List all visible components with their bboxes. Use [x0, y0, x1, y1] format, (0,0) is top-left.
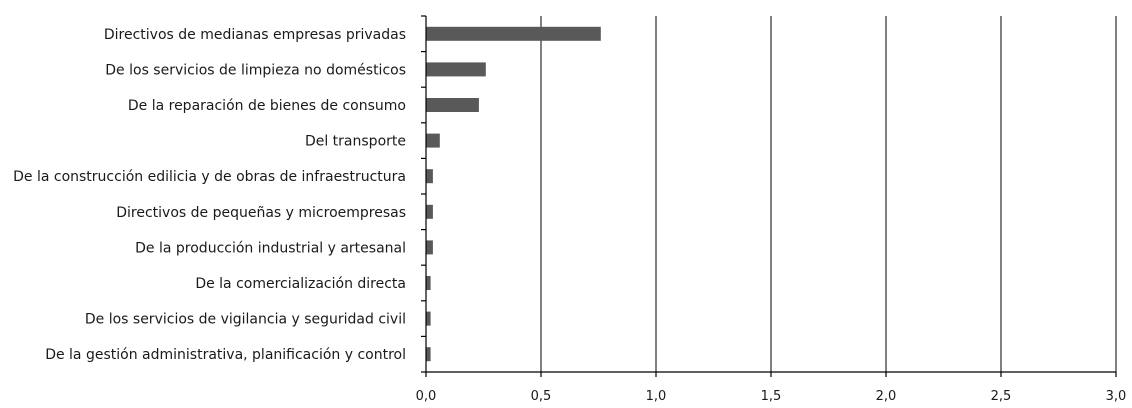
category-label-4: De la construcción edilicia y de obras d… [13, 169, 406, 185]
category-label-3: Del transporte [305, 134, 406, 150]
bar-0 [426, 26, 601, 41]
bars [426, 26, 601, 362]
bar-1 [426, 62, 486, 77]
bar-5 [426, 204, 433, 219]
bar-4 [426, 169, 433, 184]
bar-8 [426, 311, 431, 326]
category-label-0: Directivos de medianas empresas privadas [104, 27, 406, 43]
category-label-5: Directivos de pequeñas y microempresas [116, 205, 406, 221]
x-tick-label-6: 3,0 [1106, 389, 1127, 404]
category-label-6: De la producción industrial y artesanal [135, 240, 406, 256]
category-label-9: De la gestión administrativa, planificac… [45, 347, 406, 363]
x-tick-label-0: 0,0 [416, 389, 437, 404]
bar-7 [426, 276, 431, 290]
x-tick-labels: 0,0 0,5 1,0 1,5 2,0 2,5 3,0 [416, 389, 1127, 404]
x-tick-label-2: 1,0 [646, 389, 667, 404]
grid-lines [540, 16, 1117, 372]
x-tick-label-4: 2,0 [876, 389, 897, 404]
category-label-2: De la reparación de bienes de consumo [128, 98, 406, 114]
x-tick-label-5: 2,5 [991, 389, 1012, 404]
category-label-7: De la comercialización directa [195, 276, 406, 292]
bar-3 [426, 133, 440, 148]
bar-2 [426, 98, 479, 112]
x-tick-label-3: 1,5 [761, 389, 782, 404]
category-label-1: De los servicios de limpieza no doméstic… [105, 62, 406, 78]
x-tick-label-1: 0,5 [531, 389, 552, 404]
axes [421, 15, 1117, 377]
category-label-8: De los servicios de vigilancia y segurid… [85, 312, 406, 328]
bar-6 [426, 240, 433, 255]
category-labels: Directivos de medianas empresas privadas… [13, 27, 406, 363]
bar-9 [426, 347, 431, 362]
